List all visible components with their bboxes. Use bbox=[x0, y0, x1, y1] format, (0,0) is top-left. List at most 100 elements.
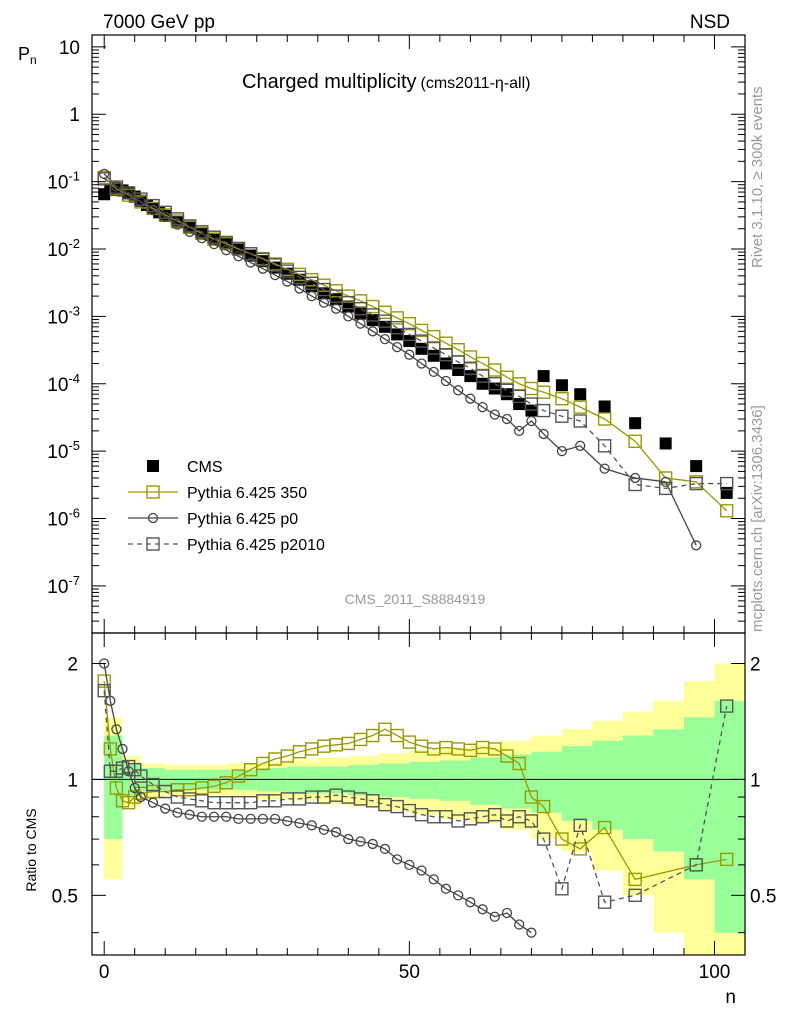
analysis-id-label: CMS_2011_S8884919 bbox=[345, 591, 486, 607]
series-1-point bbox=[597, 412, 612, 426]
series-3-point bbox=[628, 477, 642, 492]
series-1-point bbox=[658, 471, 673, 485]
series-0-point bbox=[574, 388, 587, 401]
ratio-y-tick-label-right: 2 bbox=[750, 654, 761, 675]
series-2-point bbox=[691, 540, 702, 551]
legend-label: Pythia 6.425 350 bbox=[187, 485, 307, 502]
ratio-series-0-point bbox=[573, 842, 587, 856]
ratio-series-1-point bbox=[245, 813, 256, 824]
series-3-point bbox=[390, 320, 404, 335]
series-3-point bbox=[475, 369, 490, 383]
legend-marker bbox=[147, 512, 159, 524]
y-tick-exponent: -4 bbox=[68, 371, 80, 386]
ratio-series-0-point bbox=[597, 820, 612, 835]
ratio-series-1-point bbox=[465, 897, 476, 908]
ratio-series-2-point bbox=[134, 769, 148, 783]
series-2-point bbox=[160, 211, 171, 223]
ratio-series-1-point bbox=[233, 813, 244, 824]
series-1-point bbox=[719, 504, 734, 518]
series-0-point bbox=[342, 300, 355, 313]
series-3-point bbox=[689, 476, 703, 491]
series-3-point bbox=[719, 476, 734, 491]
series-2-point bbox=[489, 409, 500, 420]
ratio-series-1-point bbox=[489, 911, 500, 922]
series-3-point bbox=[439, 347, 453, 362]
ratio-series-2-point bbox=[536, 832, 551, 846]
band-inner bbox=[470, 757, 501, 805]
series-2-point bbox=[556, 445, 568, 457]
ratio-series-1-point bbox=[172, 807, 183, 818]
ratio-series-1-point bbox=[196, 811, 208, 822]
series-3-point bbox=[573, 414, 587, 428]
series-0-point bbox=[659, 437, 672, 450]
ratio-y-tick-label: 2 bbox=[67, 654, 78, 675]
band-inner bbox=[561, 746, 593, 821]
chart-title: Charged multiplicity (cms2011-η-all) bbox=[242, 71, 530, 93]
band-inner bbox=[439, 760, 471, 801]
ratio-series-2-point bbox=[689, 858, 703, 872]
legend-marker bbox=[147, 460, 159, 472]
y-tick-exponent: -2 bbox=[68, 236, 80, 251]
band-inner bbox=[287, 766, 318, 794]
series-2-point bbox=[208, 239, 220, 250]
ratio-series-1-point bbox=[129, 782, 140, 794]
ratio-y-tick-label: 1 bbox=[67, 770, 78, 791]
ratio-series-1-point bbox=[117, 743, 128, 755]
series-0-point bbox=[537, 370, 550, 383]
ratio-series-1-point bbox=[453, 890, 464, 901]
chart-title-main: Charged multiplicity bbox=[242, 71, 417, 93]
series-2-point bbox=[391, 341, 403, 353]
series-2-point bbox=[343, 311, 354, 322]
series-0-point bbox=[391, 328, 404, 341]
series-0-point bbox=[629, 417, 642, 430]
y-tick-label: 1 bbox=[69, 105, 80, 126]
ratio-series-1-point bbox=[282, 815, 293, 827]
series-2-point bbox=[318, 297, 330, 308]
series-2-point bbox=[538, 428, 549, 440]
y-tick-exponent: -6 bbox=[68, 506, 80, 521]
series-1-point bbox=[536, 385, 551, 399]
ratio-series-1-point bbox=[514, 919, 525, 930]
band-inner bbox=[683, 717, 715, 880]
series-2-point bbox=[99, 168, 110, 180]
x-tick-label: 0 bbox=[99, 962, 110, 983]
ratio-series-1-point bbox=[367, 838, 378, 850]
series-2-point bbox=[367, 326, 378, 337]
series-2-point bbox=[575, 440, 586, 451]
ratio-series-1-point bbox=[477, 904, 488, 915]
ratio-series-2-point bbox=[628, 888, 642, 903]
beam-label: 7000 GeV pp bbox=[103, 12, 215, 33]
series-0-point bbox=[330, 293, 343, 306]
ratio-series-1-point bbox=[257, 813, 269, 824]
x-axis-label: n bbox=[725, 987, 736, 1008]
ratio-series-1-point bbox=[269, 813, 281, 824]
series-2-point bbox=[330, 303, 342, 314]
x-tick-label: 50 bbox=[399, 962, 420, 983]
band-inner bbox=[409, 761, 440, 799]
y-tick-label: 10-7 bbox=[47, 573, 80, 598]
chart-title-sub: (cms2011-η-all) bbox=[421, 75, 531, 92]
y-axis-label-bottom: Ratio to CMS bbox=[23, 808, 39, 891]
series-2-point bbox=[440, 375, 452, 387]
series-0-point bbox=[500, 388, 513, 401]
series-2-point bbox=[465, 393, 476, 404]
series-2-point bbox=[404, 349, 415, 360]
series-0-point bbox=[598, 400, 611, 413]
ratio-series-1-point bbox=[501, 907, 513, 919]
y-tick-label: 10-5 bbox=[47, 438, 80, 463]
ratio-series-1-point bbox=[355, 836, 366, 847]
y-tick-exponent: -5 bbox=[68, 438, 80, 453]
series-2-point bbox=[306, 290, 317, 302]
ratio-series-0-point bbox=[512, 756, 526, 771]
ratio-y-tick-label: 0.5 bbox=[52, 886, 78, 907]
ratio-series-2-point bbox=[146, 777, 160, 792]
series-0-point bbox=[720, 486, 733, 499]
series-0-point bbox=[452, 364, 465, 377]
series-3-point bbox=[536, 403, 551, 418]
series-0-point bbox=[317, 287, 330, 300]
series-2-point bbox=[428, 366, 439, 378]
ratio-y-tick-label-right: 0.5 bbox=[750, 886, 776, 907]
ratio-series-1-point bbox=[135, 791, 146, 803]
ratio-series-1-point bbox=[294, 817, 305, 829]
ratio-series-2-point bbox=[555, 882, 569, 896]
